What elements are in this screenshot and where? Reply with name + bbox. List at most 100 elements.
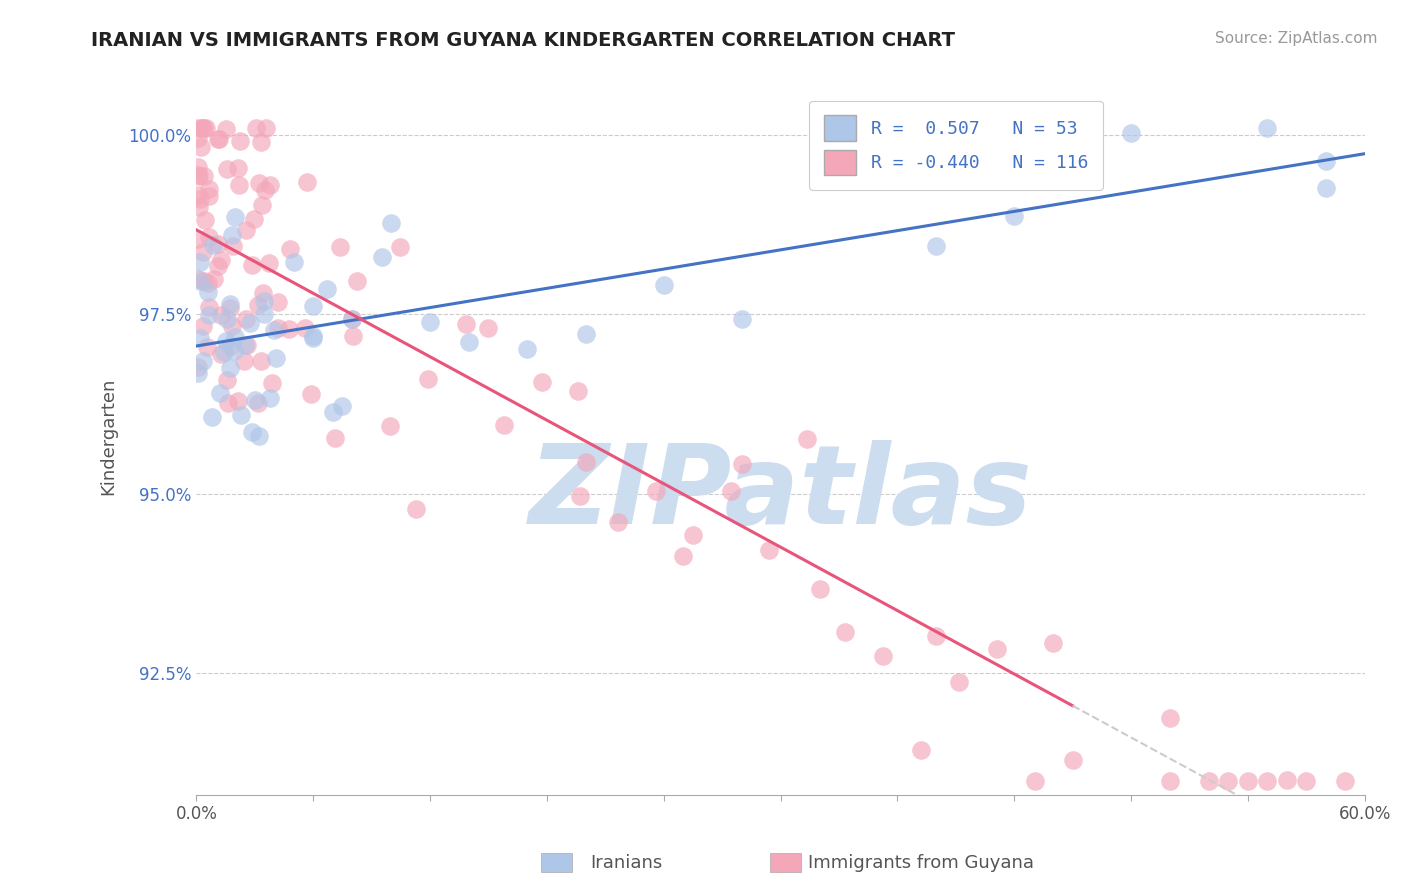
Point [419, 315, 441, 329]
Point [200, 409, 222, 424]
Point [330, 399, 353, 413]
Point [247, 429, 270, 443]
Point [340, 312, 363, 326]
Point [191, 318, 214, 333]
Point [236, 338, 259, 352]
Text: IRANIAN VS IMMIGRANTS FROM GUYANA KINDERGARTEN CORRELATION CHART: IRANIAN VS IMMIGRANTS FROM GUYANA KINDER… [91, 31, 956, 50]
Point [672, 549, 695, 564]
Point [243, 212, 266, 227]
Point [191, 120, 214, 135]
Point [214, 334, 236, 348]
Point [187, 360, 209, 375]
Point [207, 237, 229, 252]
Point [492, 418, 515, 433]
Point [207, 132, 229, 146]
Point [218, 301, 240, 315]
Point [530, 375, 553, 389]
Point [1119, 126, 1142, 140]
Point [925, 239, 948, 253]
Point [188, 330, 211, 344]
Point [1237, 773, 1260, 788]
Point [730, 311, 752, 326]
Point [259, 178, 281, 192]
Point [187, 168, 209, 182]
Point [193, 169, 215, 183]
Point [229, 409, 252, 423]
Point [388, 240, 411, 254]
Point [454, 318, 477, 332]
Point [190, 140, 212, 154]
Point [371, 250, 394, 264]
Point [516, 343, 538, 357]
Point [201, 237, 224, 252]
Point [948, 675, 970, 690]
Point [986, 642, 1008, 657]
Point [682, 528, 704, 542]
Point [222, 344, 245, 359]
Point [194, 212, 217, 227]
Point [215, 311, 238, 326]
Point [193, 245, 215, 260]
Point [219, 297, 242, 311]
Point [606, 515, 628, 529]
Point [458, 335, 481, 350]
Point [219, 361, 242, 376]
Point [267, 321, 290, 335]
Point [228, 178, 250, 192]
Point [215, 373, 238, 387]
Point [188, 192, 211, 206]
Point [834, 624, 856, 639]
Point [211, 308, 233, 322]
Point [720, 483, 742, 498]
Point [323, 431, 346, 445]
Point [247, 396, 270, 410]
Point [247, 298, 270, 312]
Point [224, 330, 246, 344]
Legend: R =  0.507   N = 53, R = -0.440   N = 116: R = 0.507 N = 53, R = -0.440 N = 116 [810, 101, 1102, 190]
Point [872, 649, 894, 664]
Point [1062, 753, 1084, 767]
Point [215, 122, 238, 136]
Point [187, 160, 209, 174]
Point [1256, 120, 1278, 135]
Point [575, 326, 598, 341]
Point [187, 232, 209, 246]
Point [342, 329, 364, 343]
Point [240, 425, 263, 439]
Point [198, 229, 221, 244]
Point [262, 376, 284, 390]
Point [235, 311, 257, 326]
Point [1334, 773, 1357, 788]
Point [329, 239, 352, 253]
Point [340, 312, 363, 326]
Point [796, 433, 818, 447]
Point [264, 351, 287, 365]
Point [245, 120, 267, 135]
Point [652, 278, 675, 293]
Point [278, 322, 301, 336]
Point [214, 345, 236, 359]
Point [202, 271, 225, 285]
Point [188, 255, 211, 269]
Point [195, 121, 218, 136]
Point [346, 274, 368, 288]
Point [1198, 773, 1220, 788]
Point [263, 323, 285, 337]
Point [730, 458, 752, 472]
Y-axis label: Kindergarten: Kindergarten [100, 377, 117, 495]
Point [257, 256, 280, 270]
Point [195, 340, 218, 354]
Point [253, 307, 276, 321]
Point [568, 489, 591, 503]
Point [222, 239, 245, 253]
Point [575, 454, 598, 468]
Point [1315, 181, 1337, 195]
Point [252, 285, 274, 300]
Point [644, 483, 666, 498]
Point [758, 543, 780, 558]
Point [1275, 772, 1298, 787]
Point [226, 393, 249, 408]
Point [224, 211, 246, 225]
Point [243, 392, 266, 407]
Point [925, 629, 948, 643]
